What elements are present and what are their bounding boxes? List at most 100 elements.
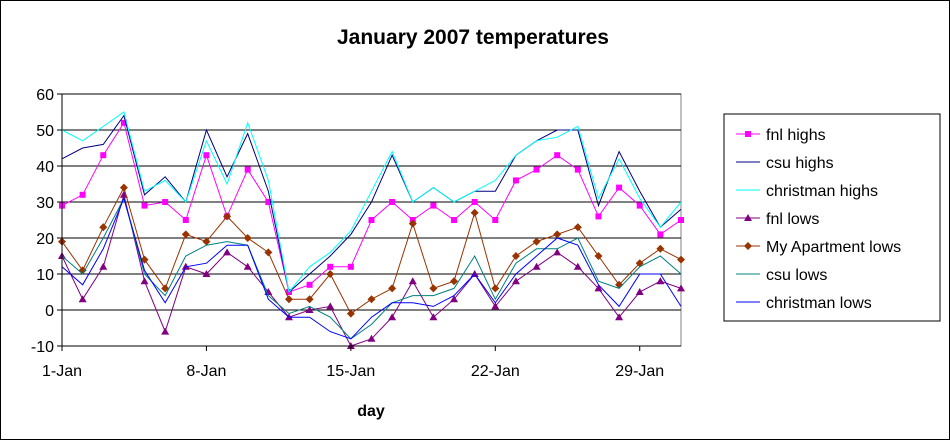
data-point-fnl-highs — [451, 217, 458, 223]
data-point-fnl-highs — [265, 199, 272, 205]
data-point-fnl-highs — [120, 119, 127, 126]
legend-item-csu-lows: csu lows — [736, 267, 827, 284]
data-point-my-apartment-lows — [264, 248, 273, 257]
data-point-fnl-highs — [182, 217, 189, 223]
x-axis: 1-Jan 8-Jan 15-Jan 22-Jan 29-Jan — [42, 345, 681, 380]
data-point-fnl-lows — [429, 313, 438, 321]
data-point-my-apartment-lows — [573, 223, 582, 232]
legend-marker — [744, 242, 752, 250]
legend-item-fnl-highs: fnl highs — [736, 127, 826, 144]
data-point-fnl-lows — [511, 277, 520, 285]
data-point-fnl-lows — [388, 313, 397, 321]
data-point-fnl-highs — [389, 199, 396, 205]
data-point-fnl-highs — [203, 152, 210, 159]
data-point-fnl-highs — [244, 166, 251, 173]
legend-label: fnl highs — [766, 127, 826, 144]
data-point-my-apartment-lows — [181, 230, 190, 239]
data-point-my-apartment-lows — [594, 252, 603, 260]
data-point-fnl-lows — [78, 295, 87, 303]
data-point-fnl-highs — [471, 199, 478, 205]
legend-label: My Apartment lows — [766, 239, 901, 256]
data-point-fnl-lows — [140, 277, 149, 285]
x-tick-label: 22-Jan — [471, 363, 520, 380]
data-point-fnl-lows — [367, 334, 376, 342]
legend-label: christman highs — [766, 183, 878, 200]
data-point-fnl-highs — [347, 263, 354, 270]
data-point-fnl-highs — [574, 166, 581, 173]
data-point-my-apartment-lows — [470, 208, 479, 217]
data-point-fnl-highs — [327, 263, 334, 270]
x-tick-label: 15-Jan — [326, 363, 375, 380]
legend-item-christman-highs: christman highs — [736, 183, 878, 200]
data-point-fnl-highs — [533, 166, 540, 173]
gridlines — [62, 93, 681, 311]
y-tick-label: 50 — [36, 123, 54, 140]
data-point-fnl-lows — [656, 277, 665, 285]
data-point-my-apartment-lows — [491, 284, 500, 293]
data-point-my-apartment-lows — [99, 223, 108, 232]
data-point-my-apartment-lows — [305, 295, 314, 304]
data-point-my-apartment-lows — [346, 309, 355, 318]
series-my-apartment-lows — [58, 183, 685, 318]
data-point-fnl-lows — [202, 270, 211, 277]
data-point-my-apartment-lows — [429, 284, 438, 293]
series-line-csu-highs — [61, 114, 682, 293]
data-point-fnl-lows — [243, 262, 252, 270]
data-point-fnl-highs — [492, 217, 499, 223]
data-point-fnl-lows — [594, 284, 603, 292]
y-tick-label: 10 — [36, 267, 54, 284]
data-point-my-apartment-lows — [119, 183, 128, 192]
x-tick-label: 8-Jan — [186, 363, 226, 380]
legend-marker — [744, 214, 752, 221]
series-christman-highs — [61, 111, 682, 294]
data-point-fnl-highs — [430, 202, 437, 209]
data-point-fnl-lows — [223, 248, 232, 256]
data-point-fnl-highs — [79, 191, 86, 198]
y-tick-label: -10 — [31, 339, 54, 356]
data-point-fnl-highs — [512, 177, 519, 184]
data-point-fnl-lows — [491, 302, 500, 310]
series-layer — [58, 111, 685, 349]
legend-item-christman-lows: christman lows — [736, 295, 872, 312]
legend-label: fnl lows — [766, 211, 819, 228]
legend-marker — [745, 131, 751, 137]
y-tick-label: 40 — [36, 159, 54, 176]
data-point-fnl-lows — [99, 262, 108, 270]
data-point-my-apartment-lows — [161, 284, 170, 293]
series-fnl-highs — [59, 119, 684, 295]
x-axis-label: day — [357, 403, 385, 420]
data-point-my-apartment-lows — [223, 212, 232, 221]
data-point-my-apartment-lows — [243, 234, 252, 242]
series-christman-lows — [61, 196, 682, 340]
data-point-fnl-highs — [678, 217, 684, 223]
data-point-fnl-lows — [635, 288, 644, 295]
y-tick-label: 60 — [36, 87, 54, 104]
data-point-my-apartment-lows — [656, 244, 665, 253]
x-tick-label: 1-Jan — [42, 363, 82, 380]
data-point-fnl-highs — [100, 152, 107, 159]
legend-item-csu-highs: csu highs — [736, 155, 834, 172]
data-point-fnl-lows — [326, 302, 335, 310]
x-tick-label: 29-Jan — [615, 363, 664, 380]
legend-label: csu highs — [766, 155, 834, 172]
data-point-fnl-lows — [408, 277, 417, 285]
data-point-fnl-lows — [553, 248, 562, 256]
data-point-fnl-highs — [595, 213, 602, 220]
data-point-my-apartment-lows — [511, 252, 520, 260]
legend-item-my-apartment-lows: My Apartment lows — [736, 239, 901, 256]
legend-label: christman lows — [766, 295, 872, 312]
data-point-fnl-highs — [368, 217, 375, 223]
data-point-my-apartment-lows — [388, 284, 397, 293]
legend-label: csu lows — [766, 267, 827, 284]
data-point-fnl-lows — [450, 295, 459, 303]
y-tick-label: 20 — [36, 231, 54, 248]
y-tick-label: 0 — [45, 303, 54, 320]
chart-title: January 2007 temperatures — [337, 26, 609, 49]
data-point-fnl-highs — [616, 184, 623, 191]
data-point-my-apartment-lows — [553, 230, 562, 239]
data-point-fnl-highs — [141, 202, 148, 209]
data-point-my-apartment-lows — [532, 237, 541, 246]
data-point-fnl-lows — [677, 284, 685, 292]
data-point-my-apartment-lows — [367, 295, 376, 304]
